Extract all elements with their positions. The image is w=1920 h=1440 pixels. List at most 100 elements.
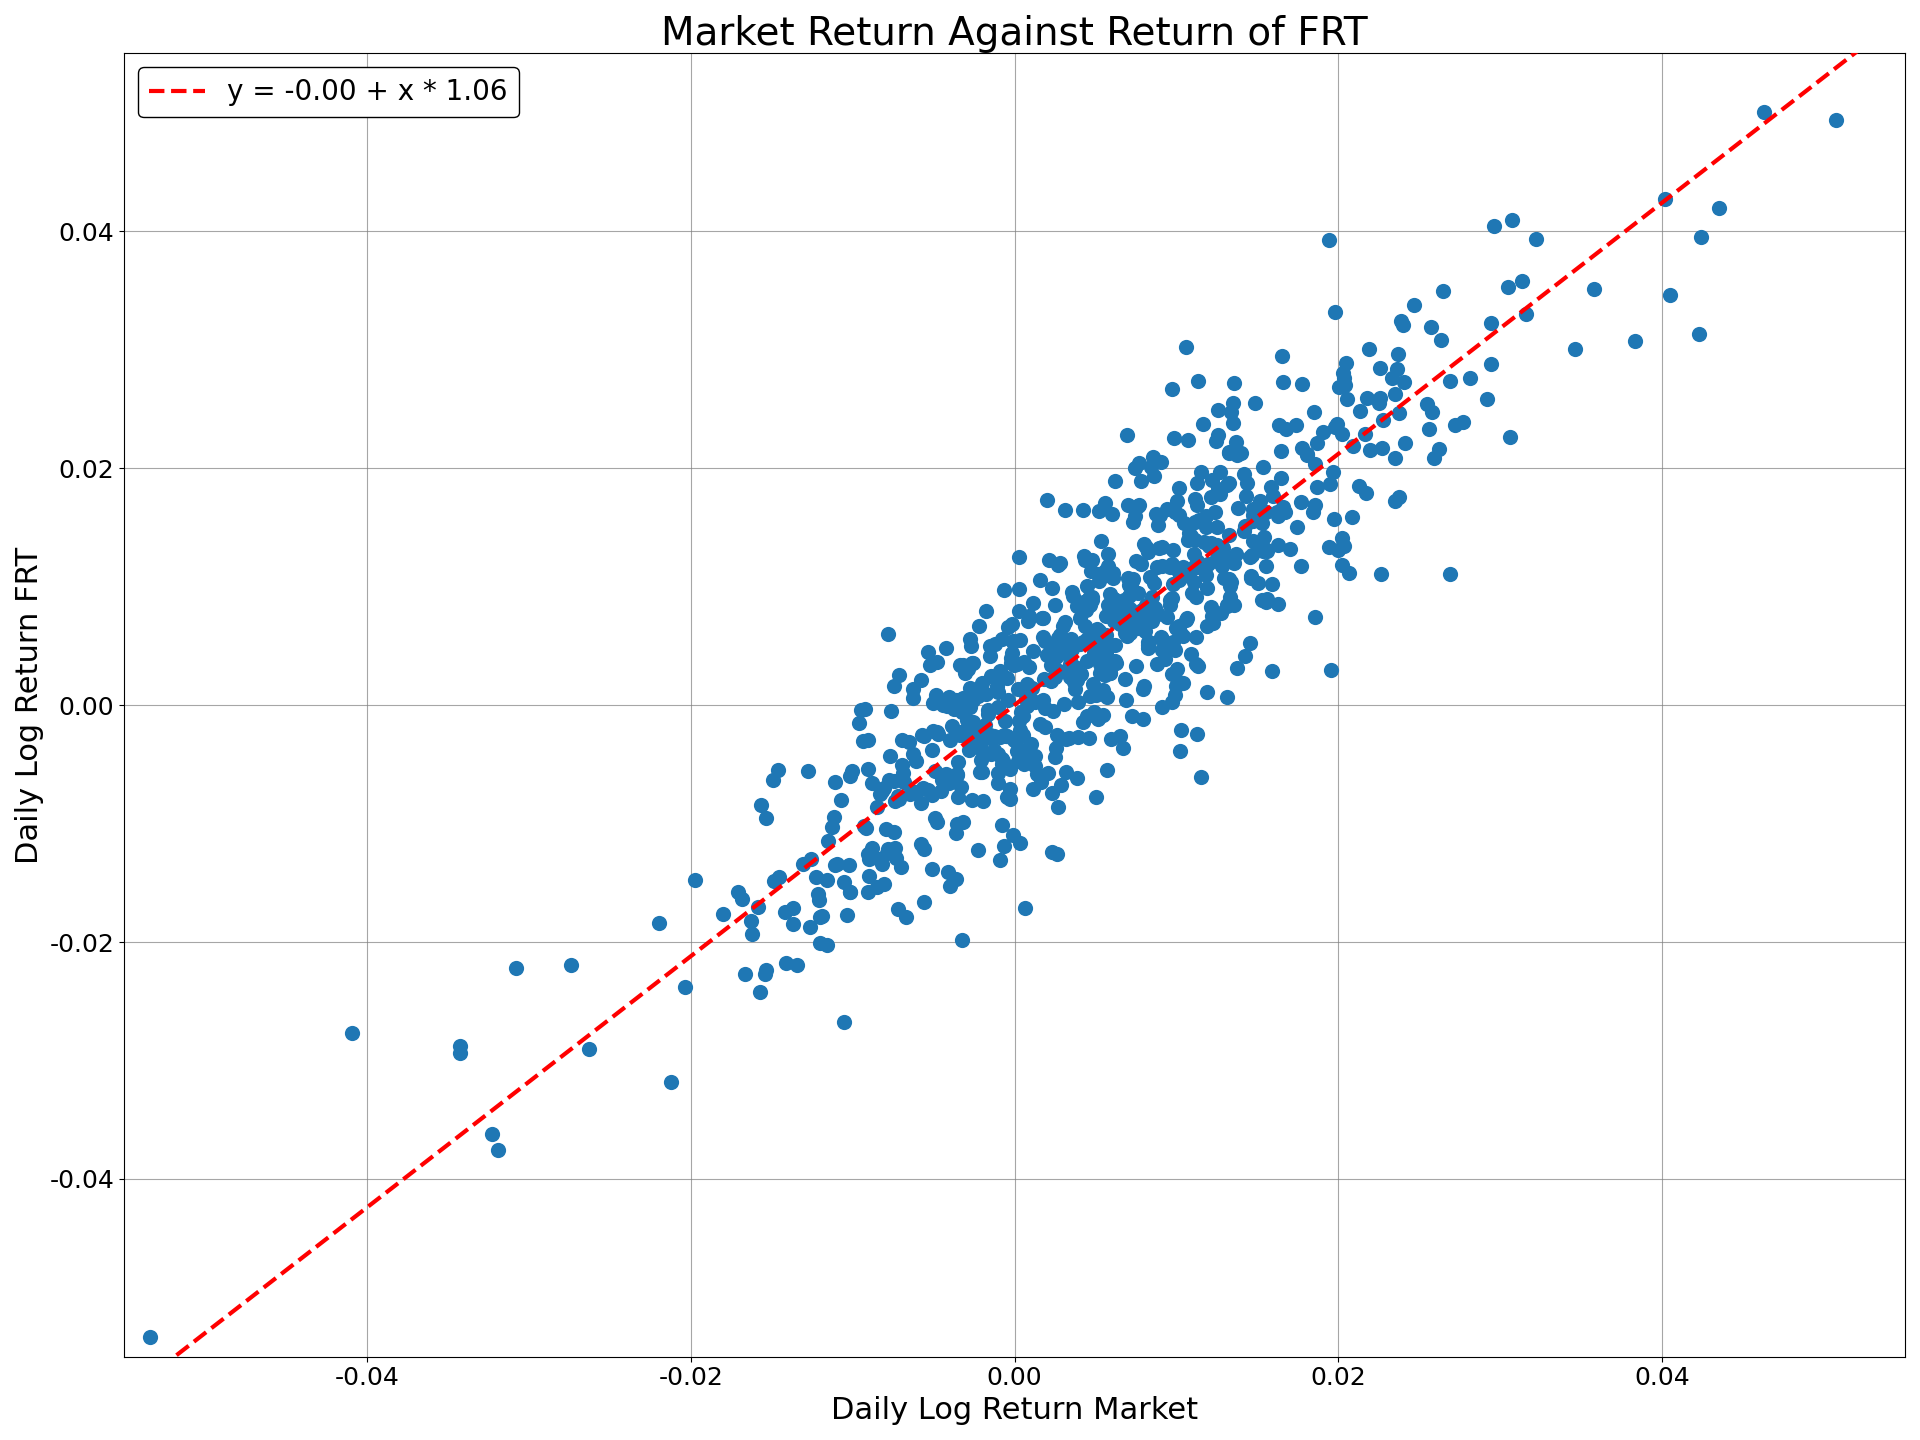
Point bbox=[1062, 668, 1092, 691]
Point bbox=[1062, 690, 1092, 713]
Point bbox=[1208, 554, 1238, 577]
Point bbox=[900, 782, 931, 805]
Point bbox=[937, 765, 968, 788]
Point bbox=[1117, 567, 1148, 590]
Point bbox=[983, 772, 1014, 795]
Point bbox=[1144, 537, 1175, 560]
Point bbox=[1121, 655, 1152, 678]
Point bbox=[954, 628, 985, 651]
Point bbox=[1037, 635, 1068, 658]
Point bbox=[1125, 469, 1156, 492]
Point bbox=[941, 688, 972, 711]
Point bbox=[764, 865, 795, 888]
Point bbox=[1133, 631, 1164, 654]
Point bbox=[820, 805, 851, 828]
Point bbox=[1079, 700, 1110, 723]
Point bbox=[837, 760, 868, 783]
Point bbox=[1419, 446, 1450, 469]
Point bbox=[770, 900, 801, 923]
Point bbox=[968, 789, 998, 812]
Point bbox=[1010, 897, 1041, 920]
Point bbox=[1440, 413, 1471, 436]
Point bbox=[1133, 593, 1164, 616]
Point bbox=[1012, 672, 1043, 696]
Point bbox=[947, 700, 977, 723]
Point bbox=[1123, 494, 1154, 517]
Point bbox=[1156, 586, 1187, 609]
Point bbox=[1098, 649, 1129, 672]
Point bbox=[445, 1041, 476, 1064]
Point bbox=[998, 654, 1029, 677]
Point bbox=[1071, 626, 1102, 649]
Point bbox=[1054, 665, 1085, 688]
Point bbox=[1302, 431, 1332, 454]
Point bbox=[1142, 514, 1173, 537]
Point bbox=[1069, 590, 1100, 613]
Point bbox=[1050, 760, 1081, 783]
Point bbox=[1323, 376, 1354, 399]
Point bbox=[1100, 652, 1131, 675]
Point bbox=[1684, 323, 1715, 346]
Point bbox=[989, 710, 1020, 733]
Point bbox=[1137, 586, 1167, 609]
Point bbox=[1098, 602, 1129, 625]
Point bbox=[987, 752, 1018, 775]
Point bbox=[1344, 474, 1375, 497]
Point bbox=[996, 824, 1027, 847]
Point bbox=[998, 729, 1029, 752]
Point bbox=[743, 896, 774, 919]
Point bbox=[916, 783, 947, 806]
Point bbox=[1171, 606, 1202, 629]
Point bbox=[1344, 399, 1375, 422]
Point bbox=[1327, 554, 1357, 577]
Point bbox=[1033, 549, 1064, 572]
Point bbox=[1202, 516, 1233, 539]
Point bbox=[1298, 500, 1329, 523]
Point bbox=[1215, 585, 1246, 608]
Point bbox=[1365, 562, 1396, 585]
Point bbox=[1054, 647, 1085, 670]
Point bbox=[726, 887, 756, 910]
Point bbox=[879, 837, 910, 860]
Point bbox=[1129, 675, 1160, 698]
Point bbox=[1286, 554, 1317, 577]
Point bbox=[1265, 467, 1296, 490]
Point bbox=[1267, 495, 1298, 518]
Point bbox=[1037, 577, 1068, 600]
Point bbox=[1098, 652, 1129, 675]
Point bbox=[1261, 593, 1292, 616]
Point bbox=[1183, 508, 1213, 531]
Point bbox=[927, 769, 958, 792]
Point bbox=[935, 874, 966, 897]
Point bbox=[922, 723, 952, 746]
Point bbox=[1319, 301, 1350, 324]
Point bbox=[1064, 726, 1094, 749]
Point bbox=[1096, 564, 1127, 588]
Point bbox=[933, 861, 964, 884]
Point bbox=[1077, 672, 1108, 696]
Point bbox=[1498, 209, 1528, 232]
Point bbox=[1091, 491, 1121, 514]
Point bbox=[1200, 429, 1231, 452]
Point bbox=[1044, 552, 1075, 575]
Point bbox=[1356, 439, 1386, 462]
Point bbox=[1190, 563, 1221, 586]
Point bbox=[1004, 546, 1035, 569]
Point bbox=[954, 726, 985, 749]
Point bbox=[854, 865, 885, 888]
Point bbox=[1112, 566, 1142, 589]
Point bbox=[1083, 638, 1114, 661]
Point bbox=[987, 814, 1018, 837]
Point bbox=[889, 770, 920, 793]
Point bbox=[1152, 605, 1183, 628]
Point bbox=[1327, 423, 1357, 446]
Point bbox=[1131, 619, 1162, 642]
Point bbox=[883, 897, 914, 920]
Point bbox=[920, 806, 950, 829]
Point bbox=[1031, 488, 1062, 511]
Point bbox=[993, 616, 1023, 639]
Point bbox=[1025, 770, 1056, 793]
Point bbox=[445, 1034, 476, 1057]
Point bbox=[1181, 723, 1212, 746]
Point bbox=[1043, 795, 1073, 818]
